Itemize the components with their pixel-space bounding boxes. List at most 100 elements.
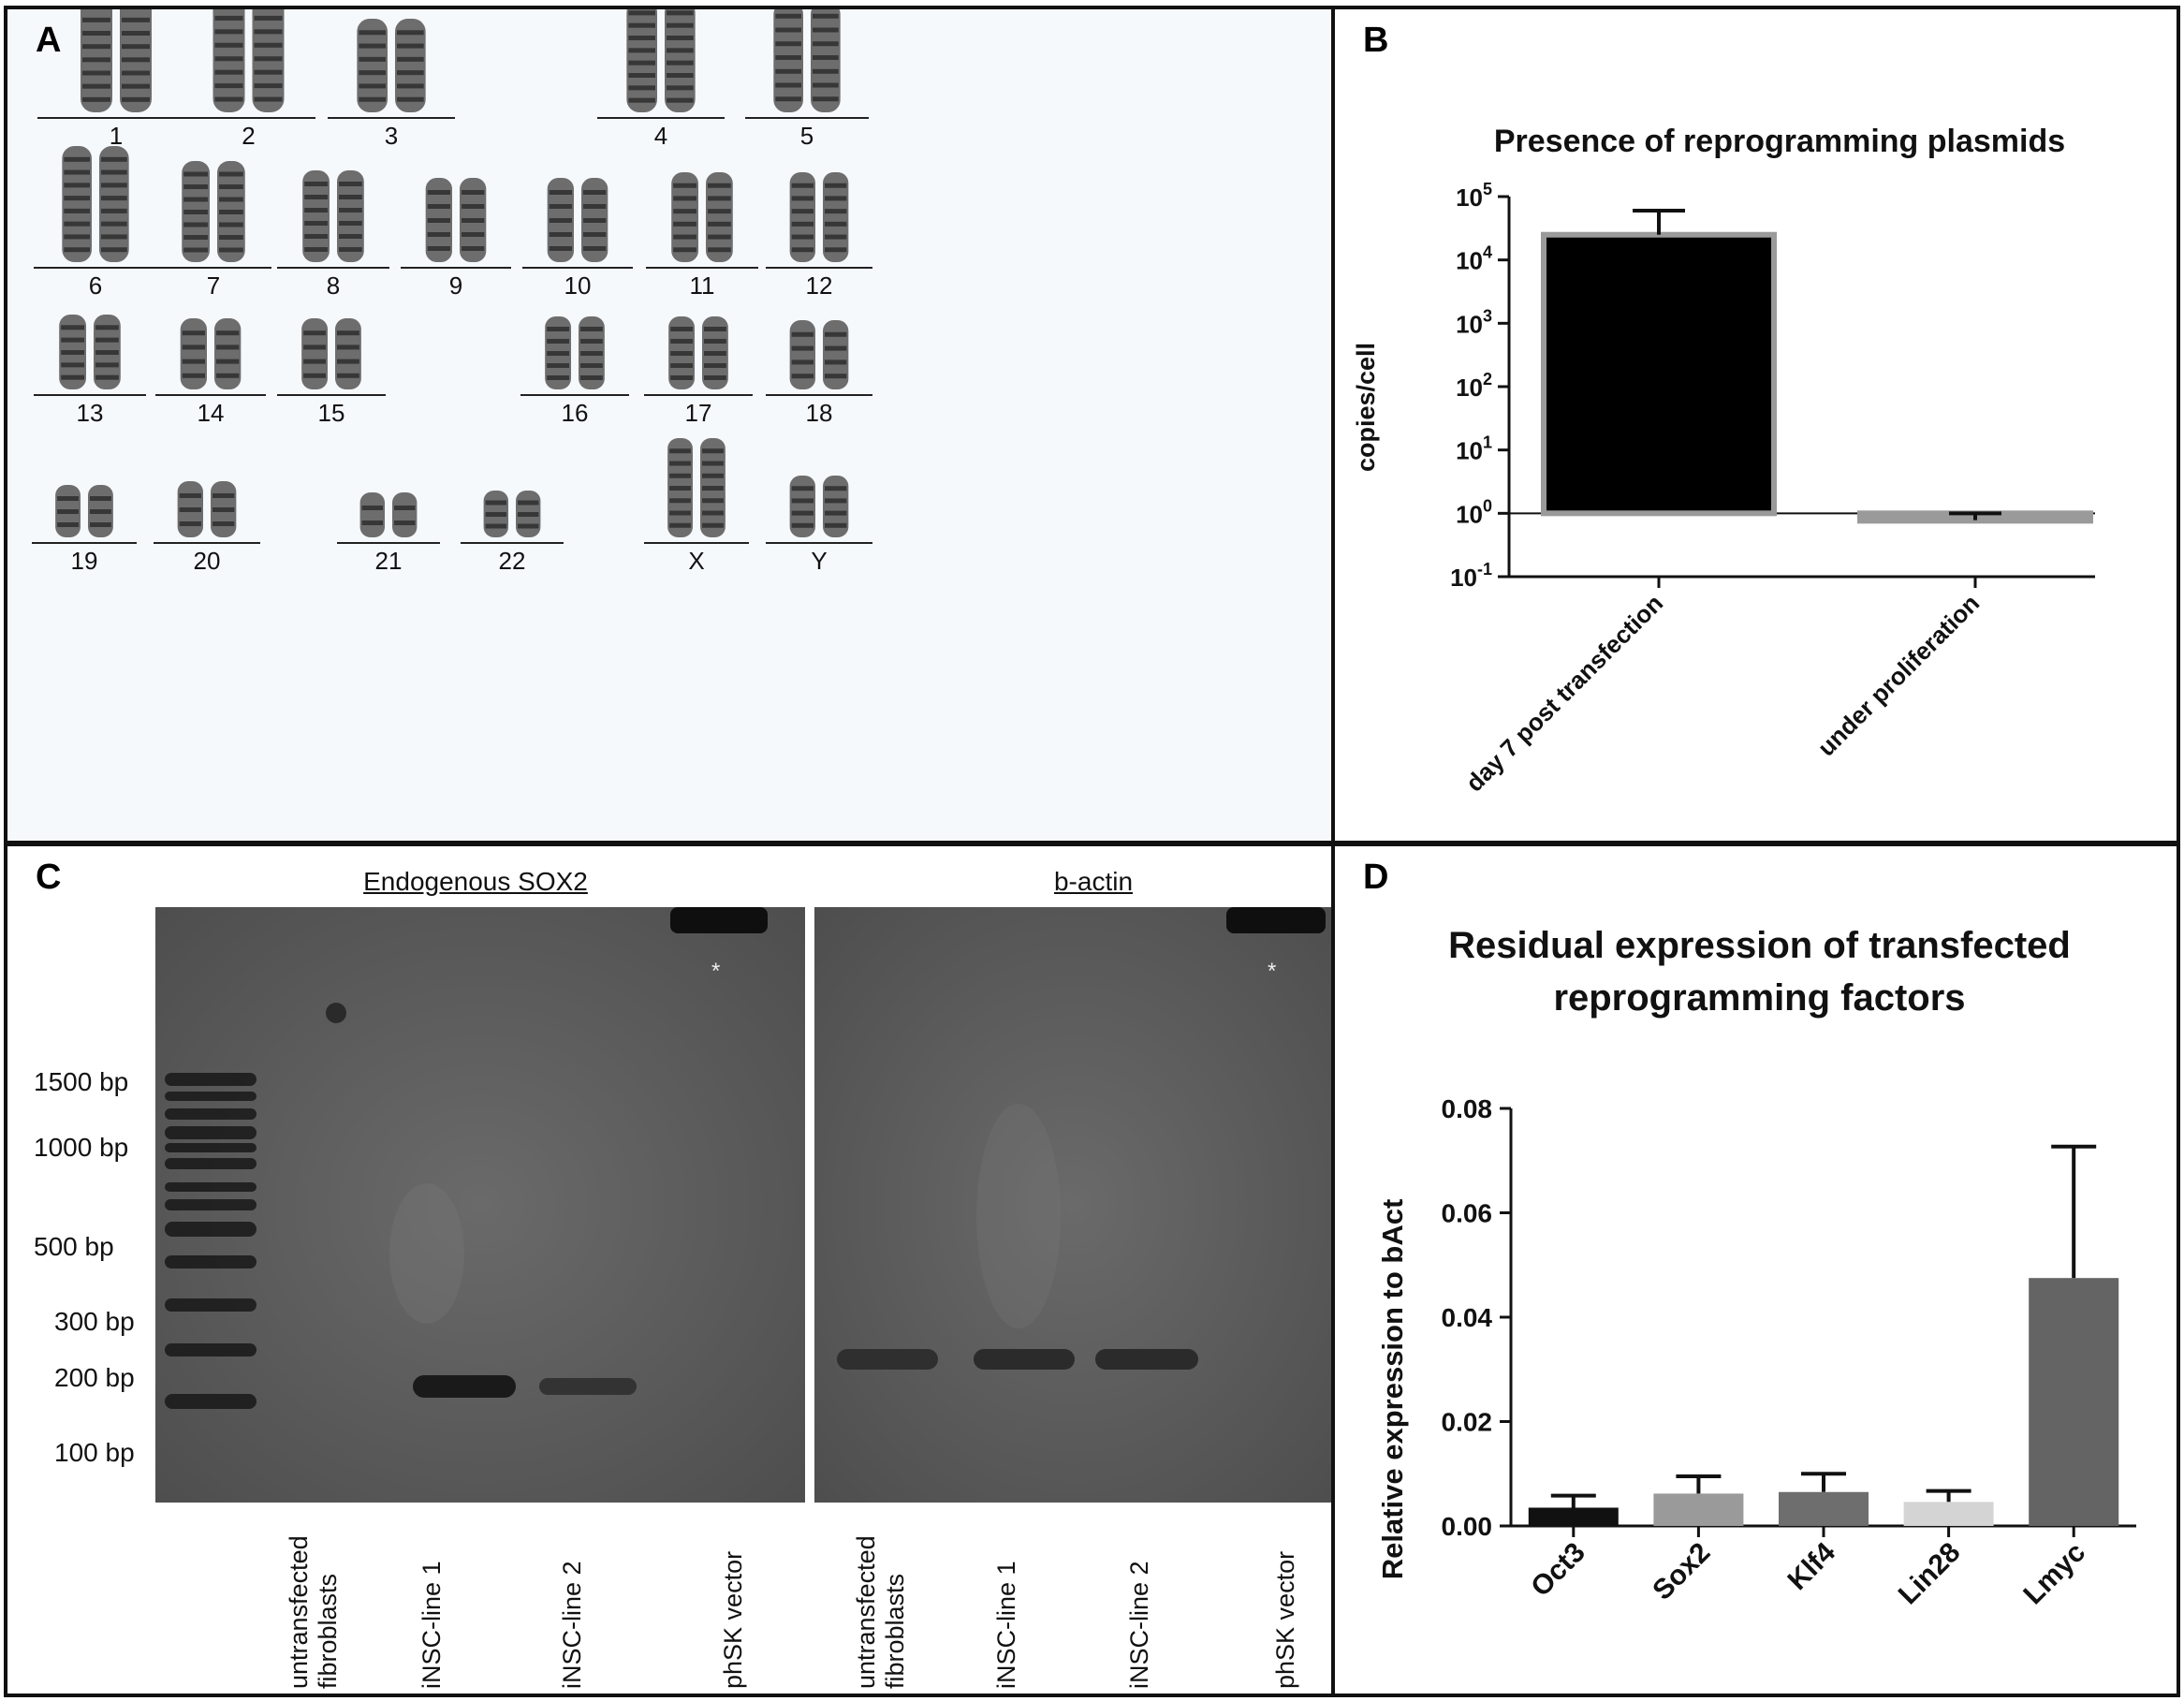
- chromosome-band: [667, 10, 694, 16]
- chromosome-band: [397, 70, 424, 76]
- chromosome-band: [580, 327, 603, 331]
- chromosome-pair-20: 20: [154, 481, 260, 575]
- chromosome-band: [182, 330, 205, 336]
- chromosome-band: [775, 13, 801, 19]
- chromosome-band: [775, 41, 801, 47]
- chromosome-8-b: [337, 170, 364, 262]
- karyotype-label-12: 12: [806, 271, 833, 300]
- chromosome-band: [214, 15, 243, 21]
- chromosome-band: [359, 30, 386, 36]
- chromosome-band: [95, 374, 119, 380]
- karyotype-label-13: 13: [77, 399, 104, 427]
- chromosome-band: [254, 42, 283, 48]
- gel-left-image: [155, 907, 805, 1503]
- chromosome-pair-21: 21: [337, 492, 440, 575]
- chromosome-band: [813, 13, 839, 19]
- chromosome-band: [359, 96, 386, 102]
- ladder-label-300: 300 bp: [54, 1307, 135, 1336]
- chromosome-band: [214, 56, 243, 62]
- chromosome-band: [61, 325, 84, 330]
- chromosome-band: [359, 56, 386, 62]
- chromosome-8-a: [302, 170, 330, 262]
- chart-b-bar-0: [1541, 231, 1777, 517]
- chromosome-band: [216, 345, 240, 350]
- chromosome-band: [214, 42, 243, 48]
- chromosome-band: [64, 234, 90, 240]
- chromosome-band: [90, 496, 111, 501]
- chart-d-category-label-1: Sox2: [1647, 1537, 1716, 1606]
- chromosome-band: [549, 190, 572, 195]
- chromosome-band: [339, 221, 362, 226]
- chromosome-band: [628, 48, 655, 53]
- chromosome-band: [303, 330, 326, 336]
- chromosome-15-b: [335, 318, 361, 389]
- chromosome-band: [813, 55, 839, 60]
- chromosome-band: [213, 507, 235, 512]
- chromosome-band: [825, 359, 847, 365]
- chromosome-11-a: [671, 172, 698, 262]
- chromosome-band: [825, 183, 847, 188]
- chromosome-band: [397, 56, 424, 62]
- chromosome-band: [179, 493, 201, 498]
- panel-letter-b: B: [1363, 21, 1389, 60]
- chromosome-band: [90, 509, 111, 514]
- ladder-label-1500: 1500 bp: [34, 1067, 129, 1096]
- chromosome-band: [254, 83, 283, 89]
- chromosome-band: [101, 221, 127, 227]
- chart-d-ylabel: Relative expression to bAct: [1376, 1199, 1409, 1580]
- chromosome-band: [702, 498, 724, 504]
- chromosome-band: [304, 247, 328, 252]
- chart-b-ytick-label: 103: [1456, 306, 1492, 338]
- chromosome-pair-4: 4: [597, 0, 725, 150]
- chromosome-band: [580, 375, 603, 380]
- chromosome-band: [704, 327, 726, 331]
- lane-label-untransfected-left: untransfected fibroblasts: [285, 1535, 342, 1689]
- chromosome-band: [82, 57, 110, 63]
- chromosome-pair-17: 17: [644, 316, 753, 427]
- chromosome-band: [216, 359, 240, 364]
- chromosome-band: [580, 363, 603, 368]
- chart-b-ytick-label: 104: [1456, 243, 1492, 275]
- chromosome-band: [95, 337, 119, 343]
- chromosome-6-a: [62, 146, 92, 262]
- chromosome-band: [583, 232, 607, 237]
- chromosome-band: [825, 345, 847, 351]
- chromosome-band: [122, 31, 150, 36]
- chromosome-band: [64, 156, 90, 162]
- chromosome-pair-6: 6: [34, 146, 157, 300]
- chart-b-title: Presence of reprogramming plasmids: [1494, 124, 2065, 159]
- chromosome-band: [547, 351, 569, 356]
- karyotype-label-1: 1: [110, 122, 123, 150]
- chromosome-band: [813, 27, 839, 33]
- chromosome-band: [791, 196, 814, 201]
- chromosome-band: [791, 498, 814, 504]
- chromosome-band: [183, 235, 208, 240]
- chromosome-pair-3: 3: [328, 19, 455, 150]
- chromosome-band: [670, 339, 693, 344]
- chromosome-band: [359, 43, 386, 49]
- chart-d-bar-2: [1779, 1491, 1869, 1526]
- expression-bar-chart: Relative expression to bAct 0.00 0.02 0.04…: [1376, 1094, 2136, 1610]
- chromosome-band: [122, 17, 150, 22]
- chromosome-band: [101, 247, 127, 253]
- ladder-label-200: 200 bp: [54, 1363, 135, 1392]
- chart-b-ytick-label: 101: [1456, 433, 1492, 465]
- karyotype-label-19: 19: [71, 547, 98, 575]
- chromosome-band: [825, 374, 847, 379]
- chromosome-pair-X: X: [644, 438, 749, 575]
- chromosome-band: [670, 351, 693, 356]
- chromosome-band: [183, 197, 208, 202]
- chromosome-11-b: [706, 172, 733, 262]
- panel-letter-d: D: [1363, 858, 1389, 897]
- chart-d-bar-1: [1653, 1493, 1744, 1526]
- karyotype-label-7: 7: [207, 271, 220, 300]
- chromosome-band: [549, 246, 572, 251]
- chromosome-band: [361, 521, 383, 525]
- chromosome-band: [702, 486, 724, 491]
- chromosome-band: [304, 208, 328, 213]
- chromosome-band: [82, 70, 110, 76]
- chromosome-band: [549, 232, 572, 237]
- chromosome-band: [337, 373, 359, 378]
- chromosome-band: [213, 521, 235, 526]
- chart-d-bar-4: [2029, 1278, 2119, 1526]
